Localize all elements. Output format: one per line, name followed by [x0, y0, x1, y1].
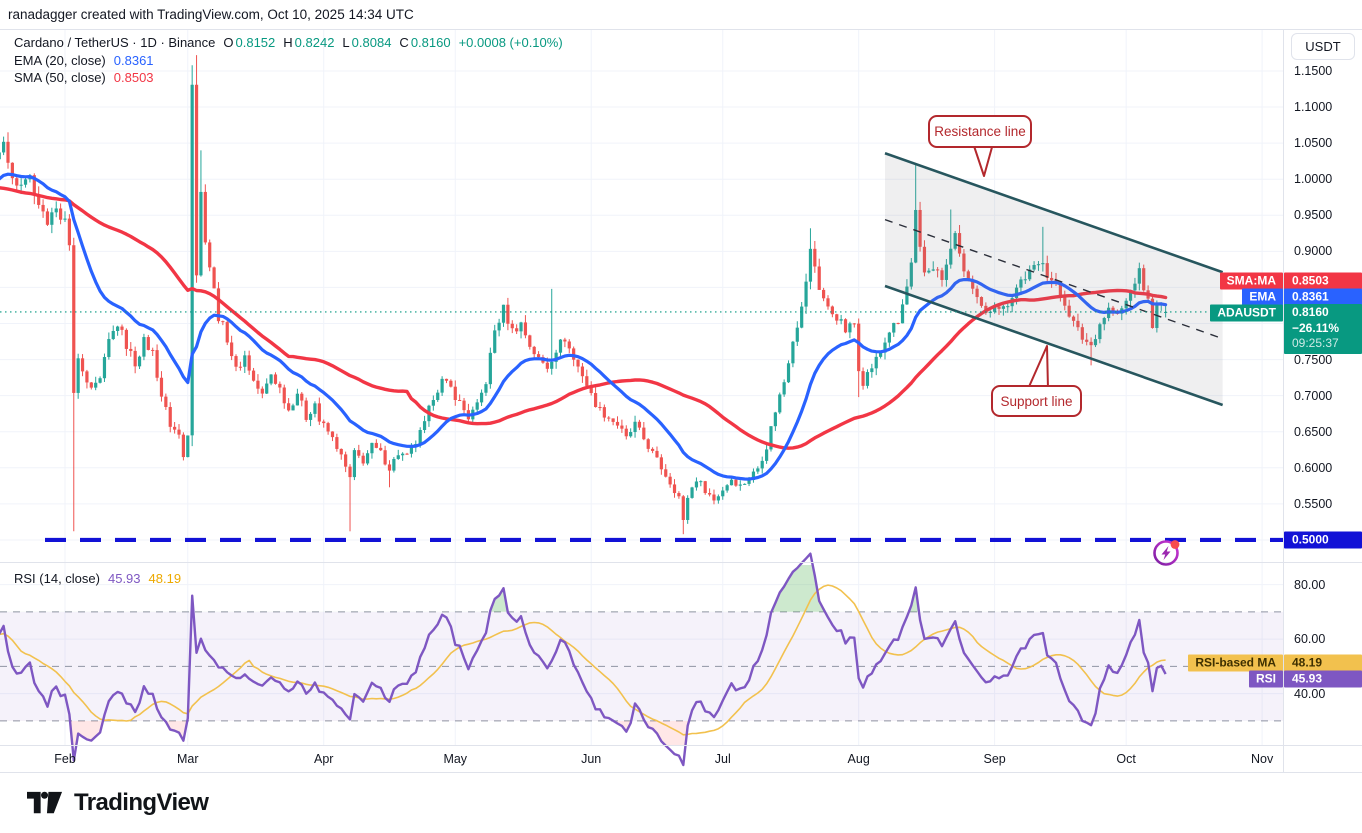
sma-legend-row[interactable]: SMA (50, close) 0.8503 [14, 69, 154, 85]
resistance-callout-text: Resistance line [934, 124, 1026, 139]
price-levels [0, 311, 1283, 543]
month-label: Apr [313, 752, 334, 766]
rsi-pane [0, 552, 1167, 767]
symbol-series-tag: ADAUSDT [1210, 304, 1283, 322]
sma-price-label: 0.8503 [1284, 272, 1362, 290]
price-tick-label: 0.7500 [1294, 352, 1333, 367]
rsi-value: 45.93 [107, 570, 141, 586]
ema-legend-row[interactable]: EMA (20, close) 0.8361 [14, 52, 154, 68]
bar-countdown: 09:25:37 [1292, 336, 1339, 350]
price-tick-label: 0.7000 [1294, 388, 1333, 403]
price-tick-label: 1.1000 [1294, 100, 1333, 115]
month-label: Mar [177, 752, 199, 766]
ema-price-label: 0.8361 [1284, 288, 1362, 306]
rsi-tick-label: 40.00 [1294, 686, 1326, 701]
rsi-ma-series-tag: RSI-based MA [1188, 654, 1283, 672]
price-tick-label: 1.0000 [1294, 172, 1333, 187]
rsi-legend-row[interactable]: RSI (14, close) 45.93 48.19 [14, 570, 181, 586]
tradingview-logo[interactable]: TradingView [27, 789, 209, 817]
last-price-label: 0.8160 −26.11% 09:25:37 [1284, 304, 1362, 354]
rsi-series-tag: RSI [1248, 670, 1283, 688]
rsi-value-label: 45.93 [1284, 670, 1362, 688]
price-tick-label: 0.6000 [1294, 460, 1333, 475]
month-label: May [443, 752, 468, 766]
open-value: 0.8152 [235, 34, 276, 50]
month-label: Jun [581, 752, 602, 766]
candlesticks [0, 55, 1168, 535]
grid-lines [0, 30, 1283, 745]
price-tick-label: 0.9500 [1294, 208, 1333, 223]
high-value: 0.8242 [294, 34, 335, 50]
tradingview-mark-icon [27, 791, 63, 813]
price-tick-label: 1.0500 [1294, 136, 1333, 151]
tradingview-logo-text: TradingView [74, 789, 209, 816]
open-label: O [223, 34, 234, 50]
rsi-ma-value-label: 48.19 [1284, 654, 1362, 672]
sma-value: 0.8503 [113, 69, 154, 85]
bolt-glyph [1161, 546, 1171, 560]
last-price-value: 0.8160 [1292, 305, 1329, 319]
alert-red-dot [1170, 540, 1180, 549]
change-percent-value: −26.11% [1292, 320, 1340, 335]
low-value: 0.8084 [351, 34, 392, 50]
support-callout-text: Support line [1000, 393, 1073, 409]
month-label: Jul [714, 752, 731, 766]
alert-circle [1153, 540, 1179, 566]
month-label: Aug [847, 752, 870, 766]
low-label: L [342, 34, 350, 50]
watermark-attribution: ranadagger created with TradingView.com,… [8, 7, 414, 22]
price-tick-label: 0.6500 [1294, 424, 1333, 439]
sma50-line [0, 186, 1168, 450]
support-line-callout[interactable]: Support line [991, 385, 1082, 417]
price-tick-label: 1.1500 [1294, 63, 1333, 78]
ema20-line [0, 172, 1168, 481]
rsi-label: RSI (14, close) [14, 570, 100, 586]
descending-channel [884, 152, 1224, 407]
sma-label: SMA (50, close) [14, 69, 106, 85]
pane-frame [0, 29, 1362, 773]
change-value: +0.0008 (+0.10%) [458, 34, 563, 50]
rsi-tick-label: 60.00 [1294, 632, 1326, 647]
price-tick-label: 0.9000 [1294, 244, 1333, 259]
high-label: H [283, 34, 293, 50]
month-label: Sep [983, 752, 1006, 766]
close-label: C [399, 34, 409, 50]
resistance-line-callout[interactable]: Resistance line [928, 115, 1032, 148]
ema-label: EMA (20, close) [14, 52, 106, 68]
symbol-legend-row[interactable]: Cardano / TetherUS · 1D · Binance O 0.815… [14, 34, 563, 50]
month-label: Feb [54, 752, 76, 766]
rsi-tick-label: 80.00 [1294, 577, 1326, 592]
month-label: Oct [1116, 752, 1136, 766]
currency-toggle-button[interactable]: USDT [1291, 33, 1355, 60]
ema-series-tag: EMA [1242, 288, 1283, 306]
support-level-label: 0.5000 [1284, 531, 1362, 549]
lightning-alert-icon[interactable] [1152, 538, 1186, 568]
rsi-ma-value: 48.19 [148, 570, 182, 586]
symbol-title: Cardano / TetherUS · 1D · Binance [14, 34, 216, 50]
sma-series-tag: SMA:MA [1219, 272, 1283, 290]
price-tick-label: 0.5500 [1294, 496, 1333, 511]
close-value: 0.8160 [410, 34, 451, 50]
month-label: Nov [1250, 752, 1274, 766]
ema-value: 0.8361 [113, 52, 154, 68]
